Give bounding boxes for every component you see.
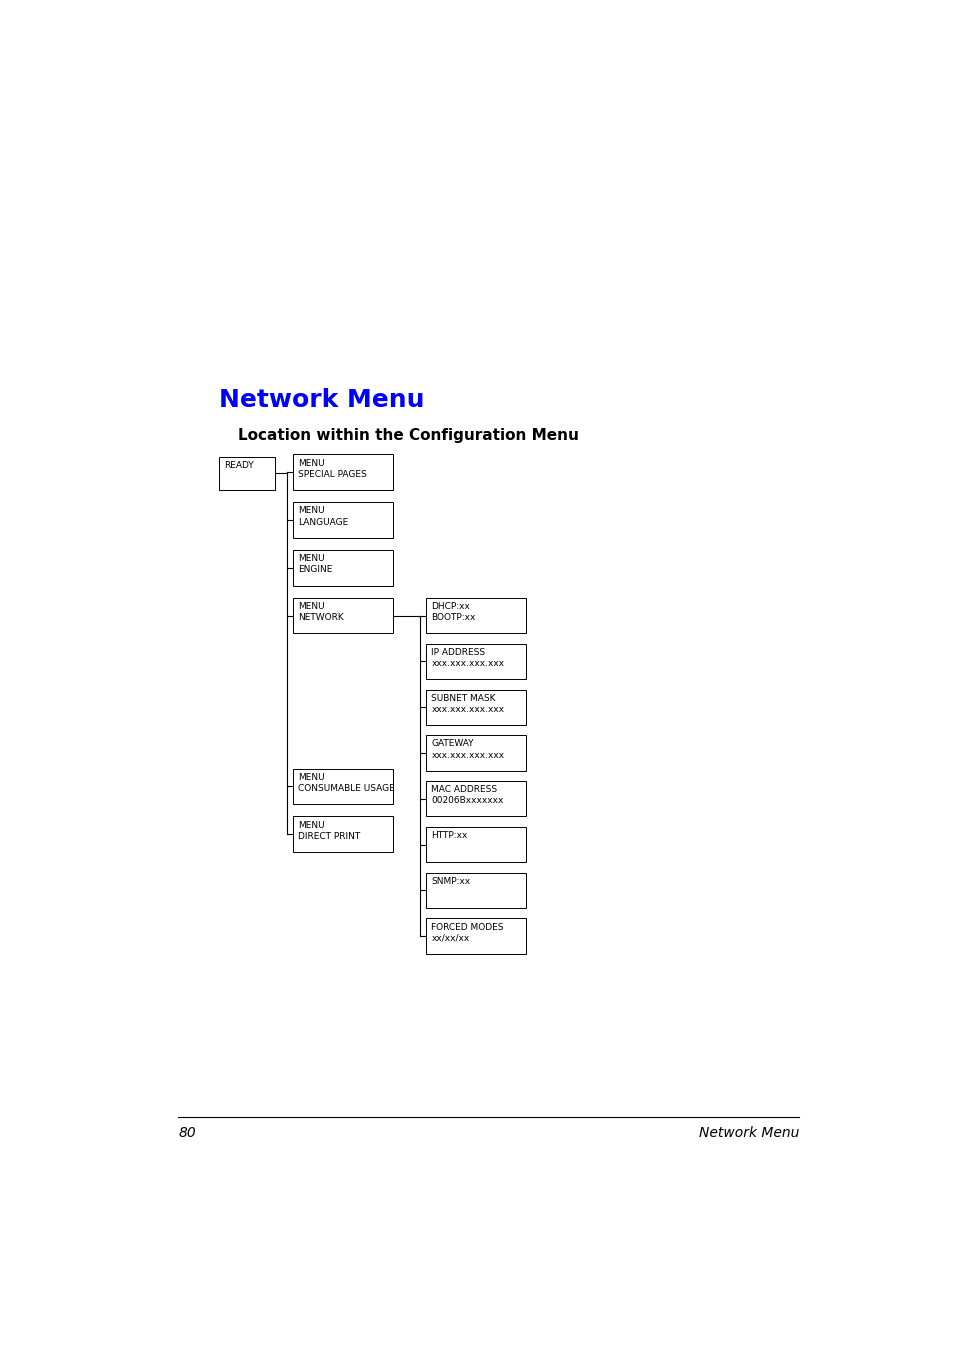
Text: Location within the Configuration Menu: Location within the Configuration Menu <box>237 428 578 443</box>
FancyBboxPatch shape <box>426 827 525 862</box>
Text: SNMP:xx: SNMP:xx <box>431 877 470 886</box>
Text: Network Menu: Network Menu <box>219 388 424 412</box>
Text: MENU
ENGINE: MENU ENGINE <box>298 554 333 574</box>
FancyBboxPatch shape <box>426 781 525 816</box>
FancyBboxPatch shape <box>219 457 274 490</box>
Text: MENU
LANGUAGE: MENU LANGUAGE <box>298 507 348 527</box>
Text: FORCED MODES
xx/xx/xx: FORCED MODES xx/xx/xx <box>431 923 503 943</box>
FancyBboxPatch shape <box>293 816 393 852</box>
Text: IP ADDRESS
xxx.xxx.xxx.xxx: IP ADDRESS xxx.xxx.xxx.xxx <box>431 648 504 667</box>
FancyBboxPatch shape <box>426 598 525 634</box>
Text: GATEWAY
xxx.xxx.xxx.xxx: GATEWAY xxx.xxx.xxx.xxx <box>431 739 504 759</box>
FancyBboxPatch shape <box>293 769 393 804</box>
FancyBboxPatch shape <box>426 644 525 680</box>
Text: MAC ADDRESS
00206Bxxxxxxx: MAC ADDRESS 00206Bxxxxxxx <box>431 785 503 805</box>
FancyBboxPatch shape <box>293 550 393 585</box>
Text: Network Menu: Network Menu <box>699 1127 799 1140</box>
FancyBboxPatch shape <box>293 598 393 634</box>
FancyBboxPatch shape <box>293 454 393 490</box>
FancyBboxPatch shape <box>426 873 525 908</box>
Text: SUBNET MASK
xxx.xxx.xxx.xxx: SUBNET MASK xxx.xxx.xxx.xxx <box>431 693 504 713</box>
FancyBboxPatch shape <box>426 689 525 725</box>
Text: MENU
DIRECT PRINT: MENU DIRECT PRINT <box>298 820 360 840</box>
Text: 80: 80 <box>178 1127 196 1140</box>
FancyBboxPatch shape <box>293 503 393 538</box>
FancyBboxPatch shape <box>426 919 525 954</box>
Text: MENU
CONSUMABLE USAGE: MENU CONSUMABLE USAGE <box>298 773 395 793</box>
Text: MENU
NETWORK: MENU NETWORK <box>298 603 344 623</box>
Text: HTTP:xx: HTTP:xx <box>431 831 467 840</box>
Text: DHCP:xx
BOOTP:xx: DHCP:xx BOOTP:xx <box>431 603 476 623</box>
FancyBboxPatch shape <box>426 735 525 770</box>
Text: MENU
SPECIAL PAGES: MENU SPECIAL PAGES <box>298 458 367 478</box>
Text: READY: READY <box>224 461 253 470</box>
